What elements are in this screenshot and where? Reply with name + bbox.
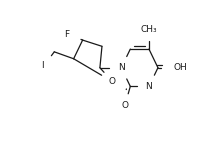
Text: F: F	[64, 30, 69, 39]
Text: OH: OH	[173, 63, 187, 72]
Text: N: N	[146, 82, 152, 91]
Text: CH₃: CH₃	[141, 25, 157, 34]
Text: N: N	[118, 63, 125, 72]
Text: O: O	[109, 77, 116, 86]
Text: I: I	[41, 61, 44, 70]
Text: O: O	[121, 101, 128, 110]
